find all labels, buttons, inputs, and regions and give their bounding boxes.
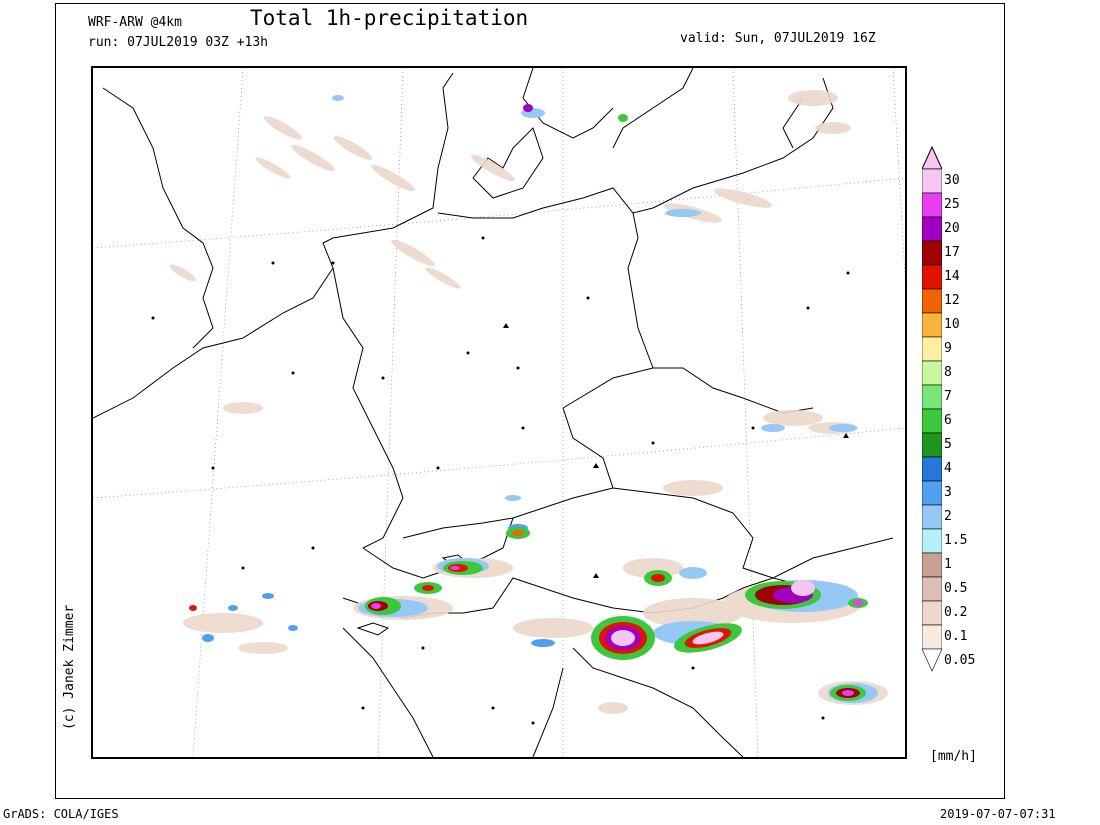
legend-label: 7 xyxy=(944,389,952,404)
legend-label: 17 xyxy=(944,245,960,260)
precipitation-light xyxy=(169,90,888,714)
legend-swatch xyxy=(922,432,942,458)
model-label: WRF-ARW @4km xyxy=(88,15,182,30)
legend-label: 3 xyxy=(944,485,952,500)
legend-swatch xyxy=(922,264,942,290)
legend-label: 14 xyxy=(944,269,960,284)
legend-swatch xyxy=(922,288,942,314)
legend-swatch xyxy=(922,600,942,626)
legend-label: 0.1 xyxy=(944,629,968,644)
legend-label: 2 xyxy=(944,509,952,524)
graticule xyxy=(93,68,905,757)
legend-label: 9 xyxy=(944,341,952,356)
legend-label: 10 xyxy=(944,317,960,332)
legend-swatch xyxy=(922,456,942,482)
precipitation-strong xyxy=(189,104,868,701)
legend-swatch xyxy=(922,480,942,506)
legend-label: 25 xyxy=(944,197,960,212)
legend-swatch xyxy=(922,192,942,218)
legend-label: 30 xyxy=(944,173,960,188)
legend-swatch xyxy=(922,552,942,578)
legend-swatch xyxy=(922,360,942,386)
footer-software-label: GrADS: COLA/IGES xyxy=(3,807,119,821)
legend-swatch xyxy=(922,384,942,410)
legend-swatch xyxy=(922,624,942,650)
legend-label: 20 xyxy=(944,221,960,236)
legend-swatch xyxy=(922,648,942,672)
legend-label: 1.5 xyxy=(944,533,968,548)
legend-swatch xyxy=(922,576,942,602)
run-label: run: 07JUL2019 03Z +13h xyxy=(88,35,269,50)
legend-swatch xyxy=(922,528,942,554)
legend-swatch xyxy=(922,216,942,242)
legend-colorbar xyxy=(922,145,942,672)
legend-label: 1 xyxy=(944,557,952,572)
legend-label: 4 xyxy=(944,461,952,476)
map-canvas xyxy=(93,68,905,757)
legend-label: 0.5 xyxy=(944,581,968,596)
legend-swatch xyxy=(922,336,942,362)
city-markers xyxy=(151,236,850,725)
credit-label: (c) Janek Zimmer xyxy=(62,604,77,730)
legend-label: 5 xyxy=(944,437,952,452)
legend-swatch xyxy=(922,408,942,434)
precipitation-map xyxy=(91,66,907,759)
legend-swatch xyxy=(922,240,942,266)
valid-time-label: valid: Sun, 07JUL2019 16Z xyxy=(680,31,876,46)
legend-top-arrow xyxy=(922,145,942,170)
legend-swatch xyxy=(922,312,942,338)
legend-swatch xyxy=(922,504,942,530)
map-title: Total 1h-precipitation xyxy=(250,6,529,30)
legend-label: 0.2 xyxy=(944,605,968,620)
legend-unit: [mm/h] xyxy=(930,749,977,764)
legend-label: 8 xyxy=(944,365,952,380)
footer-timestamp: 2019-07-07-07:31 xyxy=(940,807,1056,821)
plot-frame xyxy=(55,3,1005,799)
legend-swatch xyxy=(922,168,942,194)
legend-label: 0.05 xyxy=(944,653,976,668)
legend-label: 6 xyxy=(944,413,952,428)
precipitation-legend: 30 25 20 17 14 12 10 9 8 7 6 5 4 3 2 1.5 1 0.5 0.2 0.1 0.05 xyxy=(922,145,1002,675)
legend-label: 12 xyxy=(944,293,960,308)
